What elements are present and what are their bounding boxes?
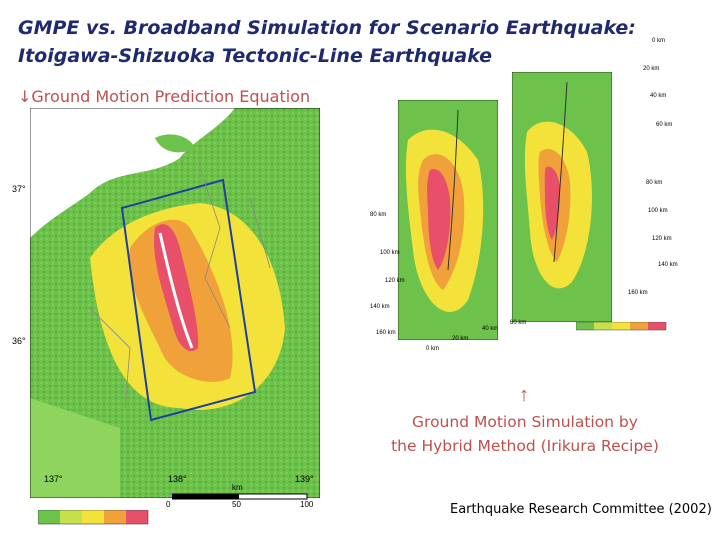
southern-land [30,398,120,498]
simulation-label: Ground Motion Simulation by the Hybrid M… [370,410,680,458]
lon-label-137: 137° [44,474,63,484]
scale-tick-0: 0 [166,500,171,509]
right-km-20: 20 km [643,66,660,72]
right-km-140: 140 km [658,262,678,268]
gmpe-intensity-map [30,108,320,498]
simulation-label-line-2: the Hybrid Method (Irikura Recipe) [391,437,659,455]
title-line-2: Itoigawa-Shizuoka Tectonic-Line Earthqua… [18,45,493,67]
left-km-100: 100 km [380,250,400,256]
scale-unit: km [232,483,243,492]
left-km-120: 120 km [385,278,405,284]
title-line-1: GMPE vs. Broadband Simulation for Scenar… [18,17,636,39]
lon-label-139: 139° [295,474,314,484]
left-km-140: 140 km [370,304,390,310]
left-km-80: 80 km [370,212,387,218]
sado-island [155,134,195,153]
simulation-map-right [512,72,612,322]
right-km-40: 40 km [650,93,667,99]
right-km-100: 100 km [648,208,668,214]
right-km-80: 80 km [646,180,663,186]
simulation-label-line-1: Ground Motion Simulation by [412,413,638,431]
left-km-60: 60 km [510,320,527,326]
slide-title: GMPE vs. Broadband Simulation for Scenar… [18,14,658,70]
right-km-160: 160 km [628,290,648,296]
scale-tick-50: 50 [232,500,241,509]
prefecture-borders [89,167,271,409]
citation: Earthquake Research Committee (2002) [450,502,712,517]
gmpe-color-legend [38,510,149,525]
fault-model-box [120,178,257,422]
right-km-0: 0 km [652,38,666,44]
simulation-color-legend [576,322,667,331]
right-km-60: 60 km [656,122,673,128]
simulation-map-left [398,100,498,340]
left-km-0: 0 km [426,346,440,352]
lat-label-36: 36° [12,336,26,346]
scale-bar [172,493,308,500]
left-km-20: 20 km [452,336,469,342]
lon-label-138: 138° [168,474,187,484]
right-km-120: 120 km [652,236,672,242]
fault-trace [158,232,194,349]
simulation-arrow: ↑ [519,384,529,406]
lat-label-37: 37° [12,184,26,194]
gmpe-label: ↓Ground Motion Prediction Equation [18,87,311,106]
scale-tick-100: 100 [300,500,314,509]
left-km-40: 40 km [482,326,499,332]
left-km-160: 160 km [376,330,396,336]
